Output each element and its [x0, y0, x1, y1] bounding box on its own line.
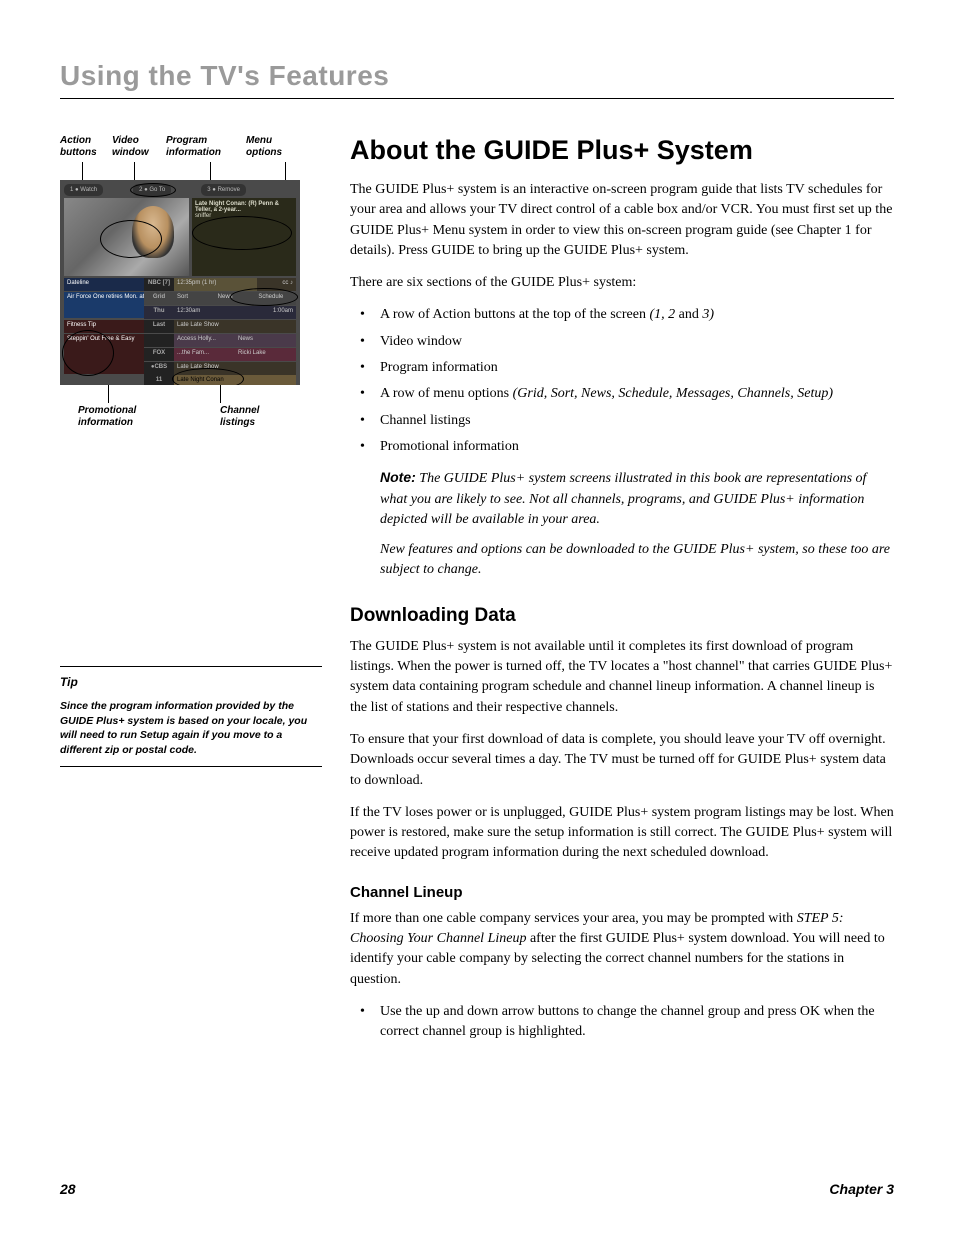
tip-body: Since the program information provided b… [60, 699, 322, 758]
promo-fitness: Fitness Tip [64, 320, 144, 333]
cell-time3: 1:00am [235, 306, 296, 319]
cell-lls: Late Late Show [174, 320, 296, 333]
lineup-list: Use the up and down arrow buttons to cha… [350, 1002, 894, 1043]
cell-fam: ...the Fam... [174, 348, 235, 361]
label-promotional: Promotionalinformation [60, 405, 180, 428]
sections-list: A row of Action buttons at the top of th… [350, 305, 894, 457]
note-block-2: New features and options can be download… [350, 540, 894, 581]
net-fox: FOX [144, 348, 174, 361]
chapter-label: Chapter 3 [829, 1181, 894, 1197]
label-video-window: Videowindow [112, 135, 162, 158]
circle-video [100, 220, 162, 258]
promo-dateline: Dateline [64, 278, 144, 291]
circle-info [192, 216, 292, 250]
tip-block: Tip Since the program information provid… [60, 666, 322, 767]
guide-screenshot: 1 ● Watch 2 ● Go To 3 ● Remove Late Nigh… [60, 180, 300, 385]
section-heading-downloading: Downloading Data [350, 605, 894, 627]
figure-bottom-pointers [60, 385, 322, 403]
note-label: Note: [380, 469, 416, 485]
net-nbc: NBC [7] [144, 278, 174, 291]
note-block-1: Note: The GUIDE Plus+ system screens ill… [350, 467, 894, 530]
tab-grid: Grid [144, 292, 174, 305]
list-item: Promotional information [350, 437, 894, 457]
page-number: 28 [60, 1181, 76, 1197]
label-menu-options: Menuoptions [246, 135, 296, 158]
tab-thu: Thu [144, 306, 174, 319]
list-item: Use the up and down arrow buttons to cha… [350, 1002, 894, 1043]
net-11: 11 [144, 375, 174, 385]
tip-heading: Tip [60, 675, 322, 689]
label-program-info: Programinformation [166, 135, 242, 158]
para-lineup: If more than one cable company services … [350, 909, 894, 990]
list-item: Video window [350, 332, 894, 352]
list-item: Channel listings [350, 411, 894, 431]
circle-listings [172, 368, 244, 385]
circle-action [130, 183, 176, 197]
section-heading-about: About the GUIDE Plus+ System [350, 135, 894, 166]
label-channel-listings: Channellistings [180, 405, 259, 428]
para-download-1: The GUIDE Plus+ system is not available … [350, 637, 894, 718]
section-heading-lineup: Channel Lineup [350, 884, 894, 901]
content-columns: Actionbuttons Videowindow Programinforma… [60, 135, 894, 1053]
figure-top-labels: Actionbuttons Videowindow Programinforma… [60, 135, 322, 158]
promo-af1: Air Force One retires Mon. at 10:00 [64, 292, 144, 318]
tab-sort: Sort [174, 292, 215, 305]
pill-watch: 1 ● Watch [64, 184, 103, 196]
cell-news: News [235, 334, 296, 347]
para-download-3: If the TV loses power or is unplugged, G… [350, 803, 894, 864]
left-column: Actionbuttons Videowindow Programinforma… [60, 135, 322, 1053]
list-item: A row of menu options (Grid, Sort, News,… [350, 384, 894, 404]
para-six-sections: There are six sections of the GUIDE Plus… [350, 273, 894, 293]
para-download-2: To ensure that your first download of da… [350, 730, 894, 791]
net-blank [144, 334, 174, 347]
figure-bottom-labels: Promotionalinformation Channellistings [60, 405, 322, 428]
circle-promo [62, 330, 114, 376]
cell-time2: 12:30am [174, 306, 235, 319]
pill-remove: 3 ● Remove [201, 184, 246, 196]
list-item: A row of Action buttons at the top of th… [350, 305, 894, 325]
circle-menu [230, 288, 298, 306]
cell-access: Access Holly... [174, 334, 235, 347]
list-item: Program information [350, 358, 894, 378]
label-action-buttons: Actionbuttons [60, 135, 108, 158]
right-column: About the GUIDE Plus+ System The GUIDE P… [350, 135, 894, 1053]
para-intro: The GUIDE Plus+ system is an interactive… [350, 180, 894, 261]
cell-ricki: Ricki Lake [235, 348, 296, 361]
net-cbs: ●CBS [144, 362, 174, 375]
chapter-heading: Using the TV's Features [60, 60, 894, 99]
figure-top-pointers [60, 162, 322, 180]
page-footer: 28 Chapter 3 [60, 1181, 894, 1197]
net-last: Last [144, 320, 174, 333]
